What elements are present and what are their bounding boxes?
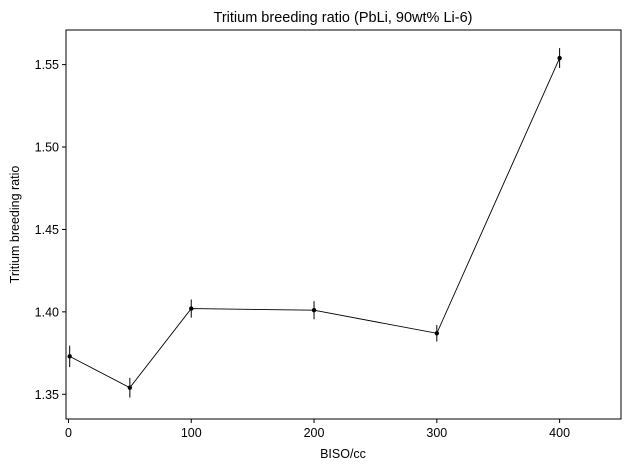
y-axis-label: Tritium breeding ratio — [8, 166, 22, 284]
x-tick-label: 0 — [65, 426, 72, 440]
x-tick-label: 100 — [181, 426, 202, 440]
axes-frame — [65, 29, 622, 420]
y-tick-label: 1.45 — [35, 223, 59, 237]
x-tick-label: 400 — [549, 426, 570, 440]
data-point — [127, 385, 133, 390]
x-tick-label: 300 — [426, 426, 447, 440]
series-line — [69, 57, 561, 389]
data-point — [189, 306, 194, 311]
data-point — [557, 55, 562, 61]
data-point — [67, 354, 72, 359]
y-axis-ticks: 1.35 1.40 1.45 1.50 1.55 — [35, 58, 66, 402]
chart-title: Tritium breeding ratio (PbLi, 90wt% Li-6… — [214, 10, 473, 26]
y-tick-label: 1.50 — [35, 141, 59, 155]
x-axis-ticks: 0 100 200 300 400 — [65, 419, 570, 440]
plot-layer — [67, 48, 562, 398]
x-axis-label: BISO/cc — [320, 447, 366, 461]
y-tick-label: 1.35 — [35, 388, 59, 402]
y-tick-label: 1.40 — [35, 305, 59, 319]
data-point — [311, 308, 317, 313]
x-tick-label: 200 — [304, 426, 325, 440]
data-point — [434, 331, 440, 336]
y-tick-label: 1.55 — [35, 58, 59, 72]
